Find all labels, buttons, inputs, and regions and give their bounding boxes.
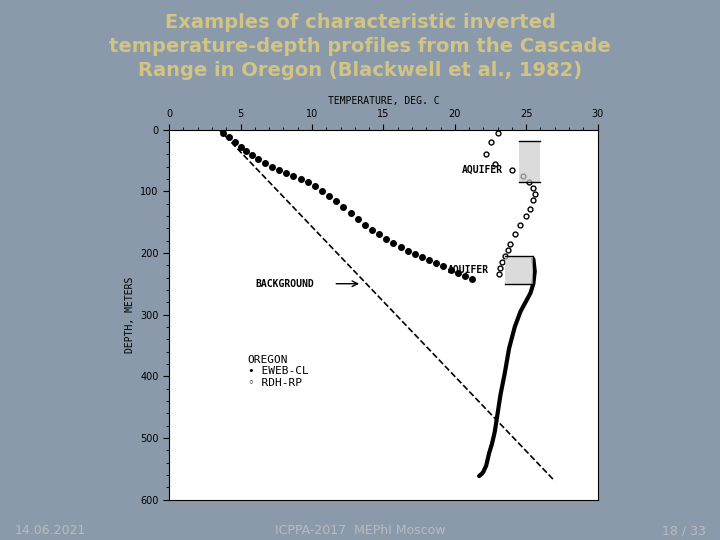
X-axis label: TEMPERATURE, DEG. C: TEMPERATURE, DEG. C [328,96,439,106]
Text: AQUIFER: AQUIFER [448,265,489,275]
Text: 14.06.2021: 14.06.2021 [14,524,86,537]
Bar [519,141,541,182]
Text: ICPPA-2017  MEPhI Moscow: ICPPA-2017 MEPhI Moscow [275,524,445,537]
Text: Examples of characteristic inverted
temperature-depth profiles from the Cascade
: Examples of characteristic inverted temp… [109,14,611,79]
Y-axis label: DEPTH, METERS: DEPTH, METERS [125,276,135,353]
Text: AQUIFER: AQUIFER [462,165,503,174]
Bar [505,256,534,284]
Text: OREGON
• EWEB-CL
◦ RDH-RP: OREGON • EWEB-CL ◦ RDH-RP [248,355,308,388]
Text: 18 / 33: 18 / 33 [662,524,706,537]
Text: BACKGROUND: BACKGROUND [255,279,314,289]
